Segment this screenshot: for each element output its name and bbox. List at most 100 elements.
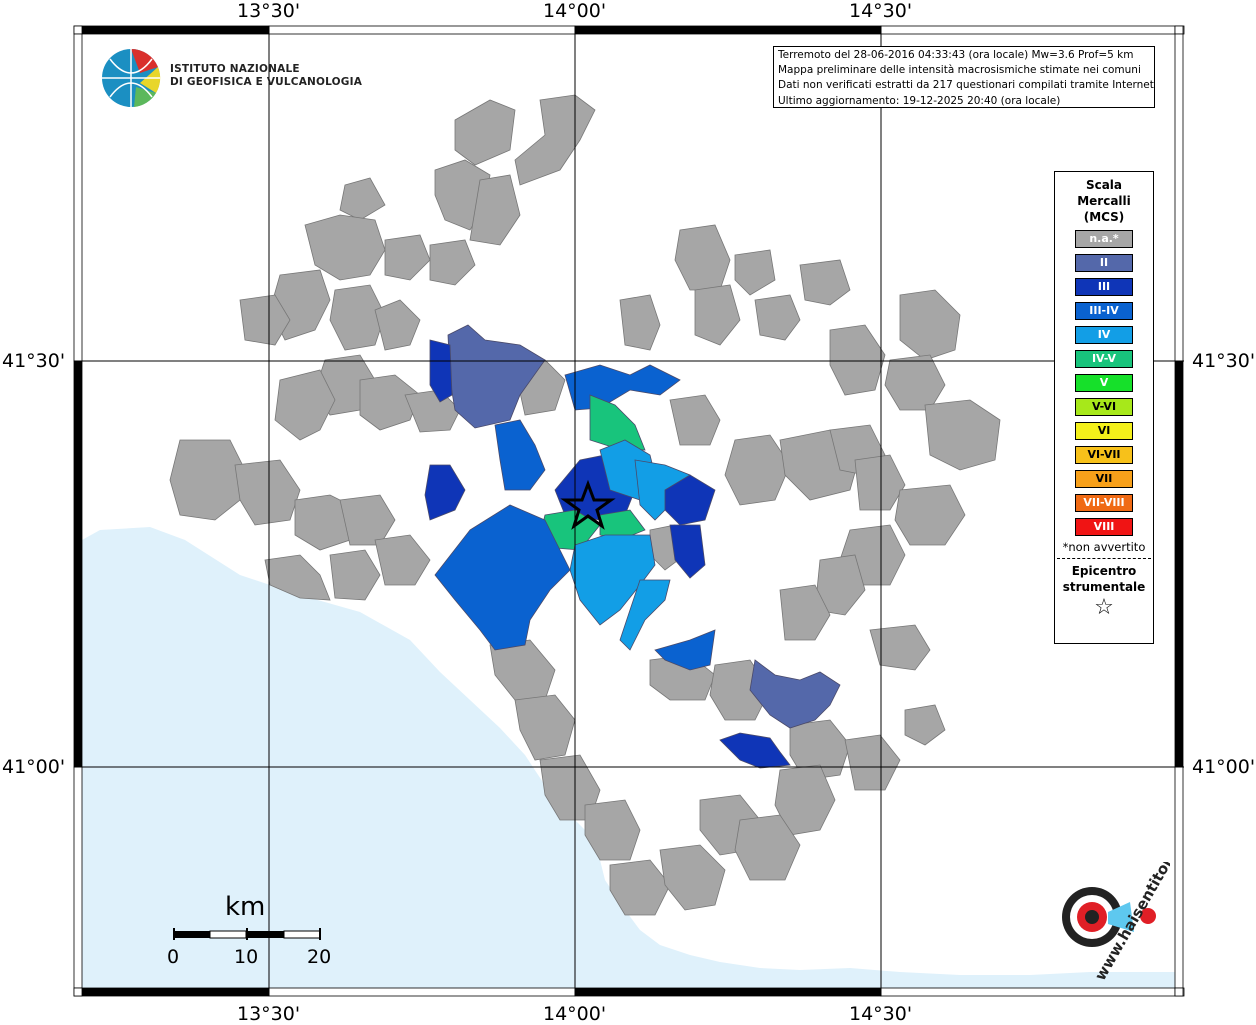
ingv-globe-segment <box>134 87 156 107</box>
municipality-na <box>694 284 741 346</box>
frame-tick-left <box>73 987 83 997</box>
legend-swatch-vi: VI <box>1075 422 1133 440</box>
event-info-box: Terremoto del 28-06-2016 04:33:43 (ora l… <box>773 46 1155 108</box>
municipality-na <box>789 719 851 781</box>
municipality-intensity-ii <box>749 659 841 729</box>
lat-label-left: 41°00' <box>2 756 66 778</box>
ingv-logo <box>102 48 161 107</box>
frame-tick-bottom <box>268 987 576 997</box>
scale-segment <box>174 931 210 938</box>
municipality-intensity-ii <box>447 324 546 429</box>
municipality-na <box>329 549 381 601</box>
frame-tick-right <box>1174 33 1184 362</box>
municipality-na <box>359 374 421 431</box>
municipality-na <box>894 484 966 546</box>
municipality-na <box>329 284 386 351</box>
lat-label-left: 41°30' <box>2 350 66 372</box>
frame-tick-top <box>268 25 576 35</box>
legend-epicenter-line: Epicentro <box>1071 564 1137 578</box>
municipality-na <box>724 434 791 506</box>
legend-swatch-ii: II <box>1075 254 1133 272</box>
event-info-line: Dati non verificati estratti da 217 ques… <box>778 79 1155 92</box>
municipality-na <box>734 249 776 296</box>
municipality-na <box>669 394 721 446</box>
legend-items: n.a.* II III III-IV IV IV-V V V-VI VI VI-VII VII VI… <box>1055 230 1153 536</box>
scale-tick-label: 20 <box>307 946 332 968</box>
municipality-intensity-iii <box>669 524 706 579</box>
legend-swatch-v-vi: V-VI <box>1075 398 1133 416</box>
frame-tick-left <box>73 766 83 989</box>
municipality-intensity-iv <box>619 579 671 651</box>
municipality-na <box>429 239 476 286</box>
ingv-name: ISTITUTO NAZIONALE DI GEOFISICA E VULCAN… <box>170 63 362 89</box>
scale-segment <box>209 930 247 939</box>
scale-unit: km <box>225 892 266 922</box>
lat-label-right: 41°30' <box>1192 350 1256 372</box>
municipality-na <box>374 299 421 351</box>
municipalities-not-felt <box>169 94 1001 916</box>
legend-swatch-vii: VII <box>1075 470 1133 488</box>
municipality-na <box>514 694 576 761</box>
scale-tick-label: 0 <box>167 946 180 968</box>
legend-swatch-viii: VIII <box>1075 518 1133 536</box>
municipality-na <box>304 214 386 281</box>
frame-tick-bottom <box>81 987 270 997</box>
frame-tick-top <box>880 25 1176 35</box>
municipality-intensity-iii-iv <box>494 419 546 491</box>
municipality-na <box>829 324 886 396</box>
municipality-na <box>779 584 831 641</box>
municipality-na <box>454 99 516 166</box>
ingv-globe-segment <box>131 48 158 73</box>
lon-label-top: 14°00' <box>543 0 607 22</box>
legend-epicenter-line: strumentale <box>1062 580 1146 594</box>
municipality-na <box>339 177 386 221</box>
legend-swatch-na.: n.a.* <box>1075 230 1133 248</box>
scale-segment <box>246 931 284 938</box>
municipality-na <box>899 289 961 361</box>
lat-label-right: 41°00' <box>1192 756 1256 778</box>
legend-swatch-iv-v: IV-V <box>1075 350 1133 368</box>
municipality-na <box>169 439 246 521</box>
lon-label-top: 13°30' <box>237 0 301 22</box>
legend-title-line: (MCS) <box>1083 210 1125 224</box>
legend-swatch-v: V <box>1075 374 1133 392</box>
municipality-na <box>384 234 431 281</box>
legend-swatch-iv: IV <box>1075 326 1133 344</box>
haisentitoilterremoto-logo: www.haisentitoilterremoto.it <box>1062 862 1170 982</box>
scale-segment <box>283 930 321 939</box>
municipality-na <box>274 369 336 441</box>
ingv-globe-segment <box>140 67 161 93</box>
municipality-intensity-iii <box>424 464 466 521</box>
legend-title-line: Scala <box>1085 178 1123 192</box>
municipality-intensity-iii <box>664 474 716 526</box>
lon-label-bottom: 13°30' <box>237 1003 301 1025</box>
frame-tick-top <box>574 25 882 35</box>
sea-area <box>82 527 1182 990</box>
municipality-na <box>774 764 836 836</box>
logo-question-icon <box>1140 908 1156 924</box>
municipality-na <box>904 704 946 746</box>
municipality-intensity-iii <box>719 732 791 769</box>
municipality-intensity-iv-v <box>589 394 646 451</box>
municipality-intensity-iii-iv <box>654 629 716 671</box>
logo-speaker-icon <box>1108 902 1134 932</box>
lon-label-bottom: 14°00' <box>543 1003 607 1025</box>
municipality-na <box>799 259 851 306</box>
legend-epicenter-star-icon: ☆ <box>1094 595 1114 620</box>
municipality-na <box>734 814 801 881</box>
municipality-na <box>659 844 726 911</box>
logo-ring <box>1085 910 1099 924</box>
frame-tick-left <box>73 25 83 35</box>
legend-title-line: Mercalli <box>1077 194 1131 208</box>
municipality-na <box>609 859 671 916</box>
legend-swatch-iii-iv: III-IV <box>1075 302 1133 320</box>
municipality-na <box>619 294 661 351</box>
frame-tick-bottom <box>574 987 882 997</box>
municipality-na <box>234 459 301 526</box>
scale-tick-label: 10 <box>234 946 259 968</box>
frame-tick-bottom <box>880 987 1176 997</box>
ingv-name-line1: ISTITUTO NAZIONALE <box>170 63 300 75</box>
legend-epicenter-label: Epicentro strumentale <box>1055 563 1153 595</box>
municipality-na <box>584 799 641 861</box>
